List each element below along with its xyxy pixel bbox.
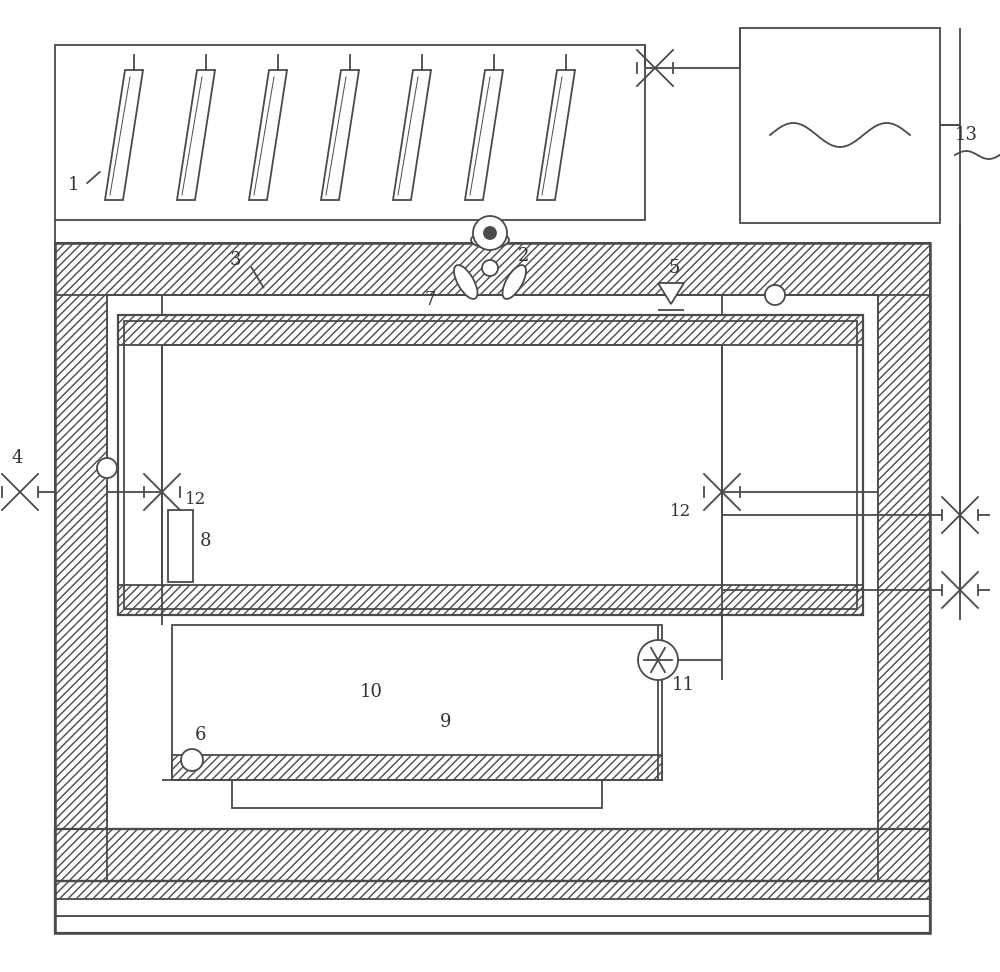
Text: 11: 11: [672, 676, 695, 694]
Bar: [55, 243, 107, 933]
Text: 2: 2: [518, 247, 529, 265]
Bar: [55, 881, 930, 933]
Bar: [55, 829, 930, 933]
Text: 9: 9: [440, 713, 452, 731]
Circle shape: [765, 285, 785, 305]
Bar: [55, 829, 930, 881]
Polygon shape: [465, 70, 503, 200]
Bar: [878, 243, 930, 933]
Bar: [55, 243, 930, 295]
Text: 12: 12: [670, 503, 691, 520]
Text: 12: 12: [185, 492, 206, 508]
Bar: [55, 916, 930, 933]
Circle shape: [638, 640, 678, 680]
Bar: [124, 321, 857, 609]
Bar: [55, 243, 930, 933]
Polygon shape: [537, 70, 575, 200]
Bar: [118, 315, 863, 345]
Bar: [55, 45, 645, 220]
Polygon shape: [321, 70, 359, 200]
Text: 7: 7: [425, 291, 436, 309]
Ellipse shape: [502, 265, 526, 299]
Text: 3: 3: [230, 251, 242, 269]
Bar: [168, 510, 193, 582]
Text: 10: 10: [360, 683, 383, 701]
Polygon shape: [177, 70, 215, 200]
Polygon shape: [658, 283, 684, 304]
Text: 4: 4: [12, 449, 23, 467]
Polygon shape: [105, 70, 143, 200]
Bar: [55, 881, 930, 933]
Text: 6: 6: [195, 726, 207, 744]
Bar: [118, 315, 863, 615]
Text: 1: 1: [68, 176, 80, 194]
Text: 13: 13: [955, 126, 978, 144]
Bar: [172, 625, 662, 780]
Polygon shape: [393, 70, 431, 200]
Ellipse shape: [454, 265, 478, 299]
Bar: [118, 585, 863, 615]
Circle shape: [97, 458, 117, 478]
Circle shape: [484, 227, 496, 239]
Circle shape: [181, 749, 203, 771]
Bar: [55, 881, 930, 933]
Bar: [55, 829, 930, 881]
Text: 8: 8: [200, 532, 212, 550]
Bar: [172, 755, 662, 780]
Text: 5: 5: [668, 259, 679, 277]
Bar: [55, 899, 930, 916]
Bar: [232, 780, 602, 808]
Bar: [55, 243, 107, 933]
Bar: [740, 28, 940, 223]
Polygon shape: [249, 70, 287, 200]
Circle shape: [473, 216, 507, 250]
Circle shape: [482, 260, 498, 276]
Ellipse shape: [471, 232, 509, 248]
Bar: [878, 243, 930, 933]
Bar: [55, 881, 930, 933]
